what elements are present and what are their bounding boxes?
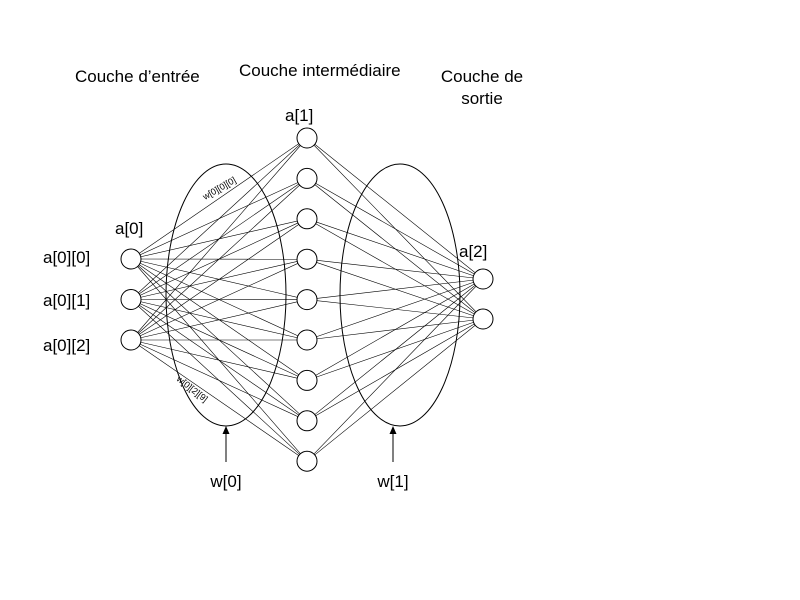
hidden-layer-nodes [296,127,318,472]
input-layer-title: Couche d’entrée [75,67,200,86]
output-layer-nodes [472,268,494,330]
w0-label: w[0] [209,472,241,491]
connection-edge [130,339,308,381]
input-neuron [120,289,142,310]
hidden-neuron [296,329,318,351]
hidden-neuron [296,450,318,472]
edges-input-to-hidden [130,137,308,462]
last-edge-weight-label: w[0][2][9] [174,373,210,404]
connection-edge [130,218,308,341]
hidden-neuron [296,127,318,149]
hidden-neuron [296,208,318,230]
connection-edge [130,339,308,462]
edges-hidden-to-output [306,137,484,462]
w0-arrow-head [222,426,230,434]
connection-edge [306,278,484,300]
hidden-neuron [296,369,318,391]
input-neuron [120,248,142,270]
connection-edge [306,318,484,462]
input-layer-name: a[0] [115,219,143,238]
connection-edge [306,278,484,341]
output-layer-name: a[2] [459,242,487,261]
input-neuron [120,329,142,351]
output-neuron [472,268,494,290]
w1-label: w[1] [376,472,408,491]
input-layer-nodes [120,248,142,351]
connection-edge [130,137,308,341]
connection-edge [306,278,484,422]
connection-edge [306,218,484,280]
hidden-layer-name: a[1] [285,106,313,125]
connection-edge [130,137,308,300]
weights-w1-ellipse [339,163,461,427]
connection-edge [130,299,308,341]
w1-arrow-head [389,426,397,434]
input-neuron-label: a[0][1] [43,291,90,310]
connection-edge [130,258,308,341]
connection-edge [306,178,484,280]
hidden-neuron [296,410,318,432]
connection-edge [130,137,308,260]
hidden-neuron [296,289,318,311]
output-layer-title-line1: Couche de [441,67,523,86]
connection-edge [306,258,484,280]
connection-edge [130,339,308,422]
connection-edge [306,278,484,462]
connection-edge [130,178,308,341]
hidden-layer-title: Couche intermédiaire [239,61,401,80]
connection-edge [306,278,484,381]
output-neuron [472,308,494,330]
first-edge-weight-label: w[0][0][0] [200,175,238,202]
input-neuron-label: a[0][0] [43,248,90,267]
hidden-neuron [296,167,318,189]
connection-edge [306,137,484,280]
input-neuron-label: a[0][2] [43,336,90,355]
hidden-neuron [296,248,318,270]
output-layer-title-line2: sortie [461,89,503,108]
